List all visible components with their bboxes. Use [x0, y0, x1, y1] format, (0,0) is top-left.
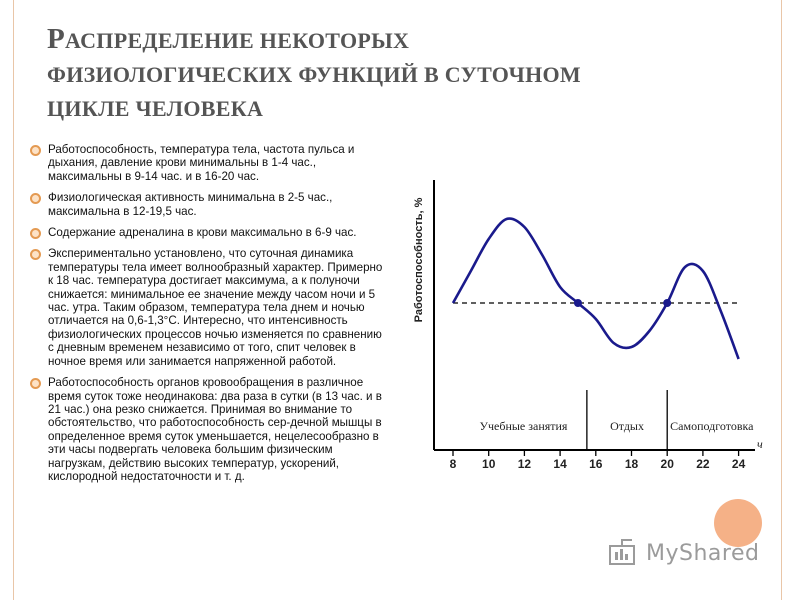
title-line-3: ЦИКЛЕ ЧЕЛОВЕКА	[47, 96, 264, 121]
watermark-logo-icon	[609, 539, 635, 565]
title-line-2: ФИЗИОЛОГИЧЕСКИХ ФУНКЦИЙ В СУТОЧНОМ	[47, 62, 581, 87]
bullet-dot-icon	[30, 193, 41, 205]
bullet-text: Работоспособность органов кровообращения…	[48, 376, 382, 483]
slide-frame-left	[13, 0, 14, 600]
x-tick-label: 12	[518, 457, 532, 471]
bullet-dot-icon	[30, 378, 41, 390]
x-tick-label: 14	[553, 457, 567, 471]
title-capital: Р	[47, 23, 66, 55]
bullet-text: Содержание адреналина в крови максимальн…	[48, 226, 357, 240]
region-label: Учебные занятия	[479, 419, 567, 433]
crossing-point	[663, 299, 672, 307]
bullet-item: Содержание адреналина в крови максимальн…	[30, 226, 390, 240]
region-label: Самоподготовка	[670, 419, 754, 433]
x-tick-label: 16	[589, 457, 603, 471]
crossing-point	[573, 299, 582, 307]
series-line	[451, 217, 740, 360]
bullet-dot-icon	[30, 145, 41, 156]
x-tick-label: 22	[696, 457, 710, 471]
bullet-list: Работоспособность, температура тела, час…	[30, 143, 390, 491]
bullet-text: Экспериментально установлено, что суточн…	[48, 247, 383, 368]
bullet-item: Физиологическая активность минимальна в …	[30, 191, 390, 218]
bullet-item: Экспериментально установлено, что суточн…	[30, 247, 390, 368]
watermark-text: MyShared	[646, 540, 760, 566]
bullet-dot-icon	[30, 249, 41, 261]
slide-frame-right	[781, 0, 782, 600]
x-tick-label: 20	[661, 457, 675, 471]
bullet-text: Работоспособность, температура тела, час…	[48, 143, 355, 183]
watermark: MyShared	[608, 536, 759, 570]
x-tick-label: 24	[732, 457, 746, 471]
title-line-1: АСПРЕДЕЛЕНИЕ НЕКОТОРЫХ	[65, 28, 410, 53]
bullet-text: Физиологическая активность минимальна в …	[48, 191, 333, 218]
bullet-item: Работоспособность, температура тела, час…	[30, 143, 390, 183]
decorative-circle	[714, 499, 762, 547]
bullet-dot-icon	[30, 228, 41, 240]
x-tick-label: 10	[482, 457, 496, 471]
slide-title: РАСПРЕДЕЛЕНИЕ НЕКОТОРЫХ ФИЗИОЛОГИЧЕСКИХ …	[47, 22, 697, 126]
x-tick-label: 8	[450, 457, 457, 471]
x-tick-label: 18	[625, 457, 639, 471]
y-axis-label: Работоспособность, %	[413, 197, 425, 322]
performance-chart: Работоспособность, % Учебные занятия Отдых…	[405, 168, 775, 483]
bullet-item: Работоспособность органов кровообращения…	[30, 376, 390, 483]
region-label: Отдых	[610, 419, 644, 433]
chart-background	[405, 168, 775, 483]
x-axis-unit-label: ч	[757, 437, 763, 451]
